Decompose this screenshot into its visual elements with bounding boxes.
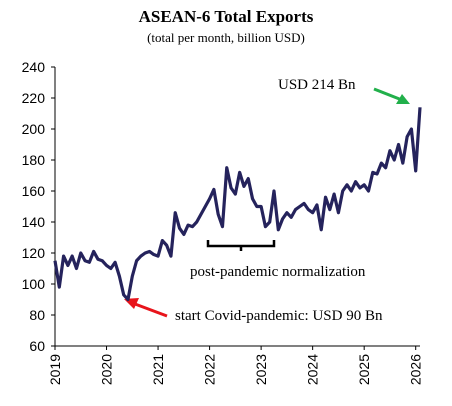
- annotation: start Covid-pandemic: USD 90 Bn: [175, 308, 383, 324]
- chart-title: ASEAN-6 Total Exports: [139, 7, 314, 26]
- x-tick-label: 2021: [150, 354, 166, 385]
- y-tick-label: 60: [29, 338, 45, 354]
- x-tick-label: 2020: [99, 354, 115, 385]
- x-tick-label: 2024: [305, 354, 321, 385]
- x-tick-label: 2022: [202, 354, 218, 385]
- y-tick-label: 160: [22, 183, 46, 199]
- y-tick-label: 80: [29, 307, 45, 323]
- y-tick-label: 220: [22, 90, 46, 106]
- y-tick-label: 200: [22, 121, 46, 137]
- y-tick-label: 140: [22, 214, 46, 230]
- line-series: [53, 107, 422, 302]
- y-tick-label: 100: [22, 276, 46, 292]
- y-tick-label: 240: [22, 59, 46, 75]
- annotation: USD 214 Bn: [278, 77, 356, 93]
- x-tick-label: 2025: [356, 354, 372, 385]
- arrow: [134, 302, 168, 318]
- annotation: post-pandemic normalization: [190, 264, 366, 280]
- bracket: [206, 240, 276, 251]
- arrow: [373, 87, 403, 102]
- x-tick-label: 2023: [253, 354, 269, 385]
- x-tick-label: 2026: [408, 354, 424, 385]
- chart-subtitle: (total per month, billion USD): [147, 30, 305, 45]
- arrowhead: [396, 94, 410, 104]
- y-tick-label: 180: [22, 152, 46, 168]
- y-tick-label: 120: [22, 245, 46, 261]
- x-tick-label: 2019: [47, 354, 63, 385]
